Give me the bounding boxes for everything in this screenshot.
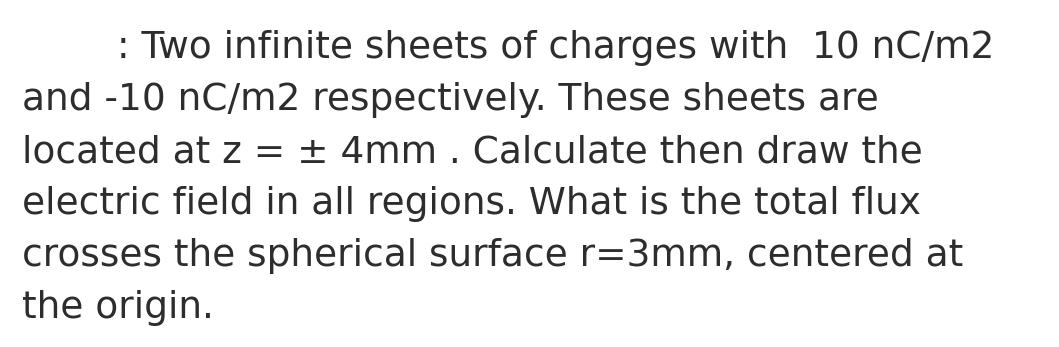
Text: : Two infinite sheets of charges with  10 nC/m2: : Two infinite sheets of charges with 10…	[22, 30, 994, 66]
Text: electric field in all regions. What is the total flux: electric field in all regions. What is t…	[22, 186, 921, 222]
Text: located at z = ± 4mm . Calculate then draw the: located at z = ± 4mm . Calculate then dr…	[22, 134, 922, 170]
Text: the origin.: the origin.	[22, 290, 214, 326]
Text: and -10 nC/m2 respectively. These sheets are: and -10 nC/m2 respectively. These sheets…	[22, 82, 879, 118]
Text: crosses the spherical surface r=3mm, centered at: crosses the spherical surface r=3mm, cen…	[22, 238, 964, 274]
